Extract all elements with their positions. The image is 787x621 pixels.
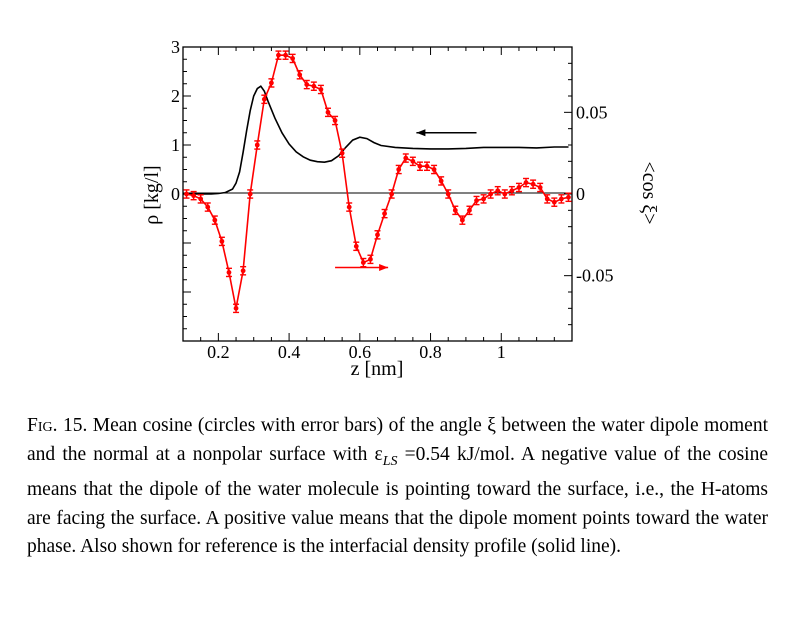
data-point (488, 191, 494, 197)
data-point (495, 188, 501, 194)
density-series-line (183, 85, 569, 195)
red-arrow-right-head (379, 264, 389, 271)
x-tick-label: 1 (497, 342, 506, 362)
y-left-tick-label: 3 (171, 37, 180, 57)
data-point (438, 178, 444, 184)
data-point (198, 196, 204, 202)
data-point (368, 256, 373, 262)
data-point (417, 163, 423, 169)
data-point (502, 191, 508, 197)
data-point (459, 217, 465, 223)
caption-label: Fig. 15. (27, 415, 88, 436)
caption-text: Mean cosine (circles with error bars) of… (27, 415, 768, 465)
data-point (544, 196, 550, 202)
data-point (212, 217, 218, 223)
data-point (375, 232, 380, 238)
plot-frame (182, 46, 573, 342)
data-point (332, 118, 338, 123)
data-point (551, 199, 557, 205)
data-point (346, 204, 352, 210)
data-point (360, 260, 366, 265)
data-point (396, 167, 402, 172)
data-point (254, 142, 260, 148)
data-point (516, 185, 522, 190)
data-point (269, 80, 274, 86)
annotation-layer (335, 129, 477, 271)
data-point (558, 196, 564, 202)
data-point (233, 305, 239, 311)
black-arrow-left-head (416, 129, 426, 137)
y-right-tick-label: 0 (576, 184, 585, 204)
data-point (509, 188, 515, 194)
data-point (226, 270, 232, 275)
data-point (410, 158, 416, 164)
y-right-tick-label: 0.05 (576, 102, 608, 122)
data-point (219, 238, 225, 244)
data-point (353, 243, 359, 249)
data-point (530, 181, 536, 187)
data-point (382, 211, 387, 217)
data-point (283, 52, 288, 58)
data-point (247, 191, 253, 197)
data-point (523, 180, 529, 185)
data-point (318, 87, 324, 92)
x-axis-label: z [nm] (351, 358, 404, 380)
figure-chart: 0.2 0.4 0.6 0.8 1 0 1 2 3 0.05 0 -0.05 z [nm] ρ [… (141, 37, 660, 380)
data-point (474, 198, 479, 203)
x-tick-label: 0.4 (278, 342, 301, 362)
data-point (424, 163, 430, 169)
data-point (566, 194, 571, 200)
caption-subscript: LS (382, 453, 398, 469)
series-layer (183, 50, 572, 314)
data-point (537, 185, 543, 190)
data-point (389, 191, 395, 197)
data-point (339, 150, 345, 156)
y-left-tick-label: 2 (171, 86, 180, 106)
data-point (191, 193, 197, 199)
y-right-tick-label: -0.05 (576, 266, 614, 286)
minor-ticks (183, 46, 572, 342)
major-ticks (183, 46, 572, 342)
y-left-tick-labels: 0 1 2 3 (171, 37, 180, 204)
data-point (240, 268, 246, 274)
x-tick-label: 0.8 (419, 342, 442, 362)
data-point (325, 109, 331, 115)
x-tick-label: 0.6 (349, 342, 372, 362)
data-point (452, 207, 458, 213)
data-point (261, 96, 267, 102)
data-point (297, 72, 303, 78)
data-point (276, 52, 281, 58)
y-left-axis-label: ρ [kg/l] (141, 165, 163, 224)
data-point (481, 196, 486, 202)
y-right-tick-labels: 0.05 0 -0.05 (576, 102, 614, 285)
data-point (467, 207, 472, 213)
data-point (184, 191, 189, 197)
data-point (304, 82, 310, 87)
data-point (311, 83, 317, 89)
data-point (445, 191, 451, 197)
y-left-tick-label: 0 (171, 184, 180, 204)
y-right-axis-label: <cos ξ> (638, 161, 660, 224)
data-point (431, 167, 437, 172)
x-tick-labels: 0.2 0.4 0.6 0.8 1 (207, 342, 506, 362)
y-left-tick-label: 1 (171, 135, 180, 155)
data-point (403, 155, 409, 161)
data-point (205, 204, 211, 210)
x-tick-label: 0.2 (207, 342, 230, 362)
caption-text-after: =0.54 kJ/mol. A negative value of the co… (27, 443, 769, 558)
data-point (290, 56, 296, 61)
figure-caption: Fig. 15. Mean cosine (circles with error… (27, 412, 768, 562)
